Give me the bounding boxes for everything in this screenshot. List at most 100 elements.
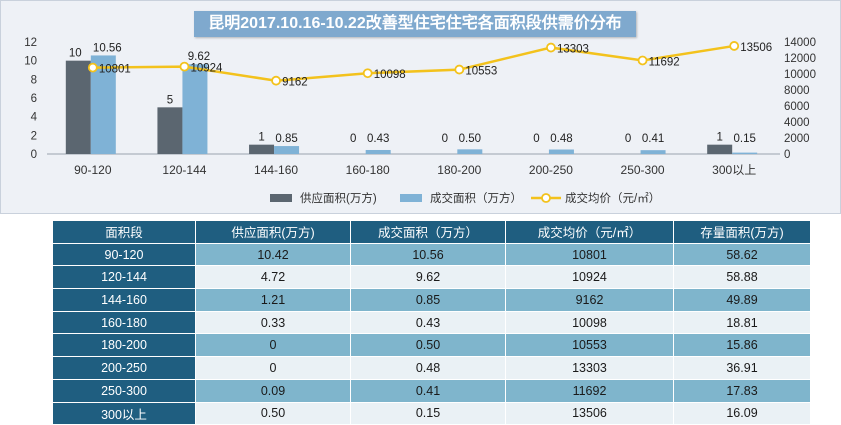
table-row-label: 144-160 xyxy=(52,288,196,312)
table-cell: 58.62 xyxy=(673,242,811,267)
table-header-row: 面积段 供应面积(万方) 成交面积（万方） 成交均价（元/㎡） 存量面积(万方) xyxy=(52,220,811,244)
bar-value-label: 1 xyxy=(716,132,722,144)
table-cell: 36.91 xyxy=(673,356,811,380)
y-right-tick-label: 6000 xyxy=(784,101,810,113)
legend-swatch-point xyxy=(541,193,551,203)
table-cell: 49.89 xyxy=(673,288,811,312)
bar-value-label: 0 xyxy=(625,133,631,145)
table-cell: 10553 xyxy=(505,333,674,358)
y-right-tick-label: 2000 xyxy=(784,133,810,145)
table-row-label: 200-250 xyxy=(52,356,196,380)
price-label: 10801 xyxy=(99,64,131,76)
x-tick-label: 90-120 xyxy=(74,163,112,177)
table-cell: 0 xyxy=(195,333,351,358)
price-label: 10098 xyxy=(374,69,406,81)
table-cell: 58.88 xyxy=(673,265,811,290)
table-header-cell: 成交均价（元/㎡） xyxy=(505,220,674,244)
y-left-tick-label: 2 xyxy=(31,130,37,142)
price-point xyxy=(179,61,190,72)
table-row: 144-160 1.21 0.85 9162 49.89 xyxy=(52,288,811,312)
price-label: 13303 xyxy=(557,44,589,56)
table-cell: 0.50 xyxy=(350,333,506,358)
table-header-cell: 成交面积（万方） xyxy=(350,220,506,244)
table-header-cell: 存量面积(万方) xyxy=(673,220,811,244)
y-right-tick-label: 14000 xyxy=(784,37,816,49)
table-cell: 0.41 xyxy=(350,378,506,403)
table-row-label: 120-144 xyxy=(52,265,196,290)
table-cell: 0.85 xyxy=(350,288,506,312)
table-cell: 10.42 xyxy=(195,242,351,267)
bar-value-label: 1 xyxy=(258,132,264,144)
price-point xyxy=(87,62,98,73)
data-table: 面积段 供应面积(万方) 成交面积（万方） 成交均价（元/㎡） 存量面积(万方) 90-… xyxy=(52,220,811,425)
table-cell: 10098 xyxy=(505,310,674,335)
x-tick-label: 300以上 xyxy=(712,163,756,177)
bar-value-label: 0.85 xyxy=(275,133,297,145)
table-header-cell: 供应面积(万方) xyxy=(195,220,351,244)
x-tick-label: 250-300 xyxy=(621,163,665,177)
table-cell: 18.81 xyxy=(673,310,811,335)
table-row: 180-200 0 0.50 10553 15.86 xyxy=(52,333,811,358)
table-row: 120-144 4.72 9.62 10924 58.88 xyxy=(52,265,811,290)
legend-label: 成交均价（元/㎡） xyxy=(565,191,660,205)
price-point xyxy=(546,42,556,53)
y-left-tick-label: 4 xyxy=(31,112,38,124)
price-point xyxy=(454,64,465,75)
table-row: 300以上 0.50 0.15 13506 16.09 xyxy=(52,401,811,425)
bar-supply xyxy=(707,144,733,154)
price-line xyxy=(92,44,735,82)
table-cell: 4.72 xyxy=(195,265,351,290)
table-cell: 15.86 xyxy=(673,333,811,358)
bar-supply xyxy=(65,60,91,154)
chart-title: 昆明2017.10.16-10.22改善型住宅住宅各面积段供需价分布 xyxy=(194,11,636,37)
table-cell: 0.50 xyxy=(195,401,351,425)
bar-value-label: 0.43 xyxy=(367,133,389,145)
bar-deal xyxy=(457,149,483,154)
y-right-tick-label: 4000 xyxy=(784,117,810,129)
table-body: 90-120 10.42 10.56 10801 58.62 120-144 4.72 9.6… xyxy=(52,242,811,425)
table-cell: 1.21 xyxy=(195,288,351,312)
y-right-tick-label: 0 xyxy=(784,149,790,161)
x-tick-label: 120-144 xyxy=(162,163,206,177)
table-row: 90-120 10.42 10.56 10801 58.62 xyxy=(52,242,811,267)
table-row: 250-300 0.09 0.41 11692 17.83 xyxy=(52,378,811,403)
table-cell: 9162 xyxy=(505,288,674,312)
table-cell: 0.43 xyxy=(350,310,506,335)
price-point xyxy=(637,55,648,66)
y-right-tick-label: 10000 xyxy=(784,69,816,81)
table-cell: 0 xyxy=(195,356,351,380)
bar-value-label: 0 xyxy=(533,133,539,145)
price-point xyxy=(271,75,281,86)
bar-value-label: 10 xyxy=(69,48,82,60)
table-header-cell: 面积段 xyxy=(52,220,196,244)
bar-deal xyxy=(548,149,574,154)
table-row-label: 250-300 xyxy=(52,378,196,403)
table-row-label: 90-120 xyxy=(52,242,196,267)
legend-label: 成交面积（万方） xyxy=(430,191,522,205)
table-row: 200-250 0 0.48 13303 36.91 xyxy=(52,356,811,380)
price-point xyxy=(729,41,740,51)
table-cell: 9.62 xyxy=(350,265,506,290)
bar-value-label: 0 xyxy=(442,133,448,145)
legend-label: 供应面积(万方) xyxy=(300,191,377,205)
x-tick-label: 200-250 xyxy=(529,163,573,177)
bar-supply xyxy=(157,107,183,154)
bar-value-label: 0 xyxy=(350,133,356,145)
bar-deal xyxy=(732,152,758,154)
table-cell: 10924 xyxy=(505,265,674,290)
bar-value-label: 10.56 xyxy=(93,42,122,54)
table-cell: 0.33 xyxy=(195,310,351,335)
bar-supply xyxy=(249,144,275,154)
table-cell: 10801 xyxy=(505,242,674,267)
price-label: 9162 xyxy=(282,77,308,89)
table-cell: 0.15 xyxy=(350,401,506,425)
bar-value-label: 0.15 xyxy=(733,133,755,145)
bar-value-label: 0.41 xyxy=(642,133,664,145)
table-row-label: 300以上 xyxy=(52,401,196,425)
y-left-tick-label: 6 xyxy=(31,93,37,105)
bar-deal xyxy=(365,149,391,154)
bar-value-label: 9.62 xyxy=(188,51,210,63)
bar-value-label: 0.48 xyxy=(550,133,572,145)
table-cell: 13506 xyxy=(505,401,674,425)
y-left-tick-label: 12 xyxy=(24,37,37,49)
